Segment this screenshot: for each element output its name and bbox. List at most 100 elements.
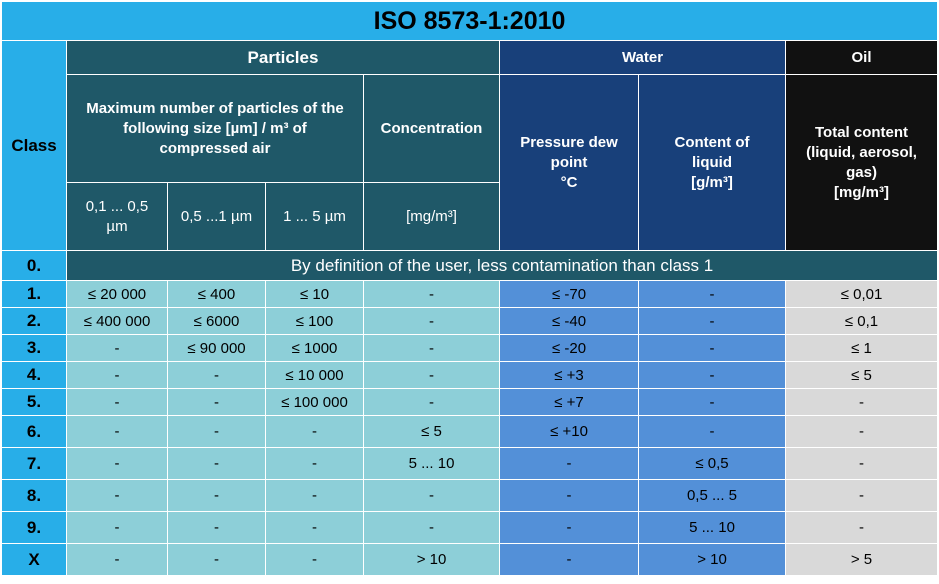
content-liquid-cell: - — [638, 361, 786, 389]
content-liquid-label: Content of liquid — [674, 133, 750, 171]
content-liquid-cell: > 10 — [638, 543, 786, 576]
particles-0-1-0-5-cell: - — [66, 388, 168, 416]
particles-0-1-0-5-cell: ≤ 20 000 — [66, 280, 168, 308]
concentration-cell: - — [363, 511, 500, 544]
max-particles-header: Maximum number of particles of the follo… — [66, 74, 364, 183]
particles-0-1-0-5-cell: - — [66, 511, 168, 544]
particles-1-5-cell: - — [265, 415, 364, 448]
particles-0-5-1-cell: - — [167, 447, 266, 480]
oil-total-cell: - — [784, 447, 939, 480]
concentration-cell: > 10 — [363, 543, 500, 576]
content-liquid-cell: - — [638, 280, 786, 308]
concentration-unit: [mg/m³] — [363, 182, 500, 251]
pressure-dew-point-label: Pressure dew point — [520, 133, 618, 171]
content-liquid-cell: ≤ 0,5 — [638, 447, 786, 480]
oil-total-cell: ≤ 5 — [784, 361, 939, 389]
particles-1-5-cell: ≤ 1000 — [265, 334, 364, 362]
class-cell: 2. — [1, 307, 67, 335]
class-cell: 0. — [1, 250, 67, 281]
particles-1-5-cell: - — [265, 543, 364, 576]
concentration-cell: - — [363, 334, 500, 362]
particles-0-5-1-cell: - — [167, 543, 266, 576]
content-liquid-cell: 0,5 ... 5 — [638, 479, 786, 512]
class-cell: 7. — [1, 447, 67, 480]
particles-0-5-1-cell: ≤ 6000 — [167, 307, 266, 335]
concentration-cell: ≤ 5 — [363, 415, 500, 448]
particles-1-5-cell: - — [265, 479, 364, 512]
water-group-header: Water — [499, 40, 786, 75]
particles-0-5-1-cell: - — [167, 511, 266, 544]
particles-1-5-cell: ≤ 10 — [265, 280, 364, 308]
particles-0-1-0-5-cell: - — [66, 479, 168, 512]
content-liquid-unit: [g/m³] — [691, 173, 733, 191]
oil-total-label: Total content (liquid, aerosol, gas) — [806, 123, 917, 181]
oil-total-cell: - — [784, 479, 939, 512]
pressure-dew-point-cell: ≤ +3 — [499, 361, 639, 389]
concentration-cell: - — [363, 479, 500, 512]
concentration-cell: - — [363, 307, 500, 335]
content-liquid-header: Content of liquid [g/m³] — [638, 74, 786, 251]
table-row: 9. - - - - -5 ... 10- — [1, 511, 939, 544]
oil-total-cell: ≤ 0,01 — [784, 280, 939, 308]
particles-group-header: Particles — [66, 40, 500, 75]
oil-total-cell: ≤ 1 — [784, 334, 939, 362]
particles-1-5-cell: ≤ 100 000 — [265, 388, 364, 416]
particles-0-5-1-cell: - — [167, 415, 266, 448]
concentration-cell: 5 ... 10 — [363, 447, 500, 480]
concentration-cell: - — [363, 361, 500, 389]
table-row: 1. ≤ 20 000 ≤ 400 ≤ 10- ≤ -70- ≤ 0,01 — [1, 280, 939, 308]
particles-1-5-cell: - — [265, 447, 364, 480]
pressure-dew-point-cell: - — [499, 543, 639, 576]
particles-1-5-cell: ≤ 100 — [265, 307, 364, 335]
table-title: ISO 8573-1:2010 — [0, 1, 939, 41]
table-row: 3. - ≤ 90 000 ≤ 1000- ≤ -20- ≤ 1 — [1, 334, 939, 362]
table-row: X - - - > 10- > 10 > 5 — [1, 543, 939, 576]
particles-0-1-0-5-cell: - — [66, 543, 168, 576]
particles-0-1-0-5-cell: ≤ 400 000 — [66, 307, 168, 335]
class-cell: 6. — [1, 415, 67, 448]
oil-total-cell: - — [784, 388, 939, 416]
oil-total-unit: [mg/m³] — [834, 183, 890, 201]
table-row: 5. - - ≤ 100 000- ≤ +7- - — [1, 388, 939, 416]
pressure-dew-point-cell: ≤ +7 — [499, 388, 639, 416]
particles-0-1-0-5-cell: - — [66, 415, 168, 448]
particles-0-1-0-5-cell: - — [66, 361, 168, 389]
class-cell: 1. — [1, 280, 67, 308]
size-header-3: 1 ... 5 µm — [265, 182, 364, 251]
class-cell: 4. — [1, 361, 67, 389]
content-liquid-cell: - — [638, 307, 786, 335]
particles-1-5-cell: ≤ 10 000 — [265, 361, 364, 389]
pressure-dew-point-cell: ≤ -40 — [499, 307, 639, 335]
class-cell: 8. — [1, 479, 67, 512]
content-liquid-cell: - — [638, 334, 786, 362]
particles-0-5-1-cell: - — [167, 388, 266, 416]
oil-total-header: Total content (liquid, aerosol, gas) [mg… — [784, 74, 939, 251]
table-row: 6. - - - ≤ 5 ≤ +10- - — [1, 415, 939, 448]
oil-total-cell: - — [784, 511, 939, 544]
particles-0-5-1-cell: ≤ 400 — [167, 280, 266, 308]
oil-total-cell: > 5 — [784, 543, 939, 576]
particles-0-5-1-cell: ≤ 90 000 — [167, 334, 266, 362]
oil-total-cell: - — [784, 415, 939, 448]
pressure-dew-point-cell: - — [499, 447, 639, 480]
oil-group-header: Oil — [784, 40, 939, 75]
particles-0-5-1-cell: - — [167, 361, 266, 389]
particles-1-5-cell: - — [265, 511, 364, 544]
particles-0-1-0-5-cell: - — [66, 447, 168, 480]
size-header-2: 0,5 ...1 µm — [167, 182, 266, 251]
class-cell: 5. — [1, 388, 67, 416]
class-header: Class — [1, 40, 67, 251]
concentration-header: Concentration — [363, 74, 500, 183]
pressure-dew-point-cell: ≤ -70 — [499, 280, 639, 308]
pressure-dew-point-unit: °C — [560, 173, 578, 191]
class-zero-description: By definition of the user, less contamin… — [65, 250, 939, 281]
table-row: 8. - - - - -0,5 ... 5- — [1, 479, 939, 512]
particles-0-1-0-5-cell: - — [66, 334, 168, 362]
content-liquid-cell: 5 ... 10 — [638, 511, 786, 544]
table-row: 2. ≤ 400 000 ≤ 6000 ≤ 100- ≤ -40- ≤ 0,1 — [1, 307, 939, 335]
content-liquid-cell: - — [638, 415, 786, 448]
size-header-1: 0,1 ... 0,5 µm — [66, 182, 168, 251]
pressure-dew-point-cell: - — [499, 479, 639, 512]
class-cell: 9. — [1, 511, 67, 544]
